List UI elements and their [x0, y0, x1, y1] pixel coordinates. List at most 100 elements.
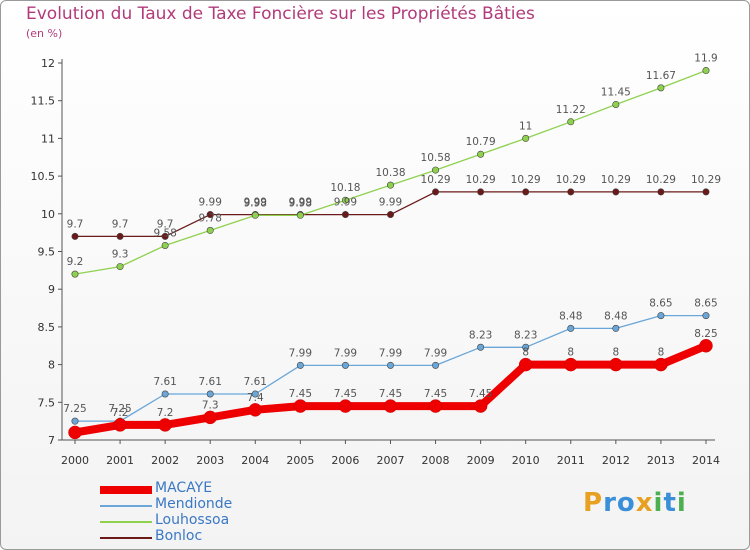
data-label-louhossoa: 10.79 [466, 136, 496, 148]
data-label-bonloc: 9.99 [334, 197, 357, 209]
x-tick-label: 2006 [331, 454, 359, 467]
data-label-bonloc: 10.29 [466, 174, 496, 186]
data-label-mendionde: 7.25 [63, 403, 86, 415]
data-label-mendionde: 7.99 [289, 347, 312, 359]
data-label-macaye: 8 [567, 347, 574, 359]
data-point-louhossoa [432, 166, 440, 174]
data-label-louhossoa: 11.67 [646, 70, 676, 82]
legend-swatch-mendionde [100, 505, 152, 507]
data-label-mendionde: 7.25 [108, 403, 131, 415]
legend-item-louhossoa: Louhossoa [100, 512, 320, 530]
data-point-bonloc [116, 232, 124, 240]
proxiti-logo: Proxiti [583, 488, 687, 518]
data-point-macaye [609, 357, 623, 372]
data-point-mendionde [657, 312, 665, 320]
data-label-bonloc: 9.7 [157, 218, 174, 230]
data-label-macaye: 8 [658, 347, 665, 359]
data-label-mendionde: 7.99 [379, 347, 402, 359]
data-label-macaye: 8 [612, 347, 619, 359]
x-tick-label: 2000 [61, 454, 89, 467]
legend-label-louhossoa: Louhossoa [155, 512, 230, 528]
data-point-bonloc [567, 188, 575, 196]
data-point-louhossoa [341, 196, 349, 204]
y-tick-label: 12 [41, 57, 55, 70]
data-label-bonloc: 10.29 [556, 174, 586, 186]
data-point-macaye [383, 399, 398, 413]
x-tick-label: 2009 [467, 454, 495, 467]
data-point-louhossoa [522, 134, 530, 142]
x-tick-label: 2014 [692, 454, 720, 467]
data-point-macaye [428, 399, 443, 413]
data-label-mendionde: 7.61 [199, 376, 222, 388]
legend-label-macaye: MACAYE [155, 480, 213, 496]
x-tick-label: 2005 [286, 454, 314, 467]
data-point-mendionde [206, 390, 214, 398]
data-label-bonloc: 10.29 [421, 174, 451, 186]
data-label-macaye: 8 [522, 347, 529, 359]
data-label-macaye: 7.45 [379, 388, 402, 400]
data-label-macaye: 7.2 [112, 407, 129, 419]
data-point-louhossoa [386, 181, 394, 189]
data-point-louhossoa [71, 270, 79, 278]
data-point-bonloc [702, 188, 710, 196]
data-point-louhossoa [477, 150, 485, 158]
logo-letter: t [663, 488, 677, 518]
data-point-bonloc [341, 211, 349, 219]
data-label-mendionde: 8.65 [649, 298, 672, 310]
data-point-bonloc [657, 188, 665, 196]
legend-item-macaye: MACAYE [100, 480, 320, 498]
data-label-mendionde: 7.61 [244, 376, 267, 388]
data-point-macaye [293, 399, 308, 413]
data-label-louhossoa: 9.98 [289, 197, 312, 209]
data-label-bonloc: 10.29 [646, 174, 676, 186]
data-label-louhossoa: 11.45 [601, 86, 631, 98]
data-label-macaye: 7.45 [334, 388, 357, 400]
x-tick-label: 2003 [196, 454, 224, 467]
data-label-louhossoa: 9.78 [199, 212, 222, 224]
data-point-mendionde [386, 361, 394, 369]
data-point-macaye [564, 357, 578, 372]
data-label-louhossoa: 9.3 [112, 249, 129, 261]
logo-letter: i [653, 488, 664, 518]
data-label-bonloc: 9.99 [289, 197, 312, 209]
legend-label-bonloc: Bonloc [155, 528, 203, 544]
data-point-bonloc [612, 188, 620, 196]
data-label-bonloc: 10.29 [601, 174, 631, 186]
y-tick-label: 11.5 [31, 95, 56, 108]
data-point-macaye [68, 425, 82, 440]
data-label-louhossoa: 10.38 [375, 167, 405, 179]
data-point-louhossoa [657, 84, 665, 92]
logo-letter: x [635, 488, 654, 518]
data-label-bonloc: 9.99 [379, 197, 402, 209]
data-point-mendionde [522, 343, 530, 351]
data-point-macaye [203, 410, 217, 425]
data-label-macaye: 8.25 [694, 328, 717, 340]
data-point-bonloc [477, 188, 485, 196]
data-point-louhossoa [612, 100, 620, 108]
data-label-louhossoa: 9.98 [244, 197, 267, 209]
x-tick-label: 2012 [602, 454, 630, 467]
data-label-bonloc: 9.99 [244, 197, 267, 209]
x-tick-label: 2004 [241, 454, 269, 467]
data-label-mendionde: 8.23 [469, 329, 492, 341]
data-label-mendionde: 8.65 [694, 298, 717, 310]
data-point-mendionde [702, 312, 710, 320]
data-label-macaye: 7.45 [424, 388, 447, 400]
legend: MACAYE Mendionde Louhossoa Bonloc [100, 480, 320, 546]
data-point-macaye [518, 357, 533, 372]
x-tick-label: 2002 [151, 454, 179, 467]
data-label-macaye: 7.3 [202, 399, 219, 411]
data-point-bonloc [386, 211, 394, 219]
y-tick-label: 8 [48, 359, 55, 372]
data-point-louhossoa [116, 263, 124, 271]
legend-swatch-macaye [100, 486, 152, 494]
logo-letter: r [603, 488, 617, 518]
data-point-louhossoa [702, 67, 710, 75]
logo-letter: o [616, 488, 636, 518]
data-point-macaye [654, 357, 668, 372]
y-tick-label: 11 [41, 132, 55, 145]
data-point-louhossoa [251, 211, 259, 219]
data-label-bonloc: 9.99 [199, 197, 222, 209]
data-label-bonloc: 9.7 [67, 218, 84, 230]
